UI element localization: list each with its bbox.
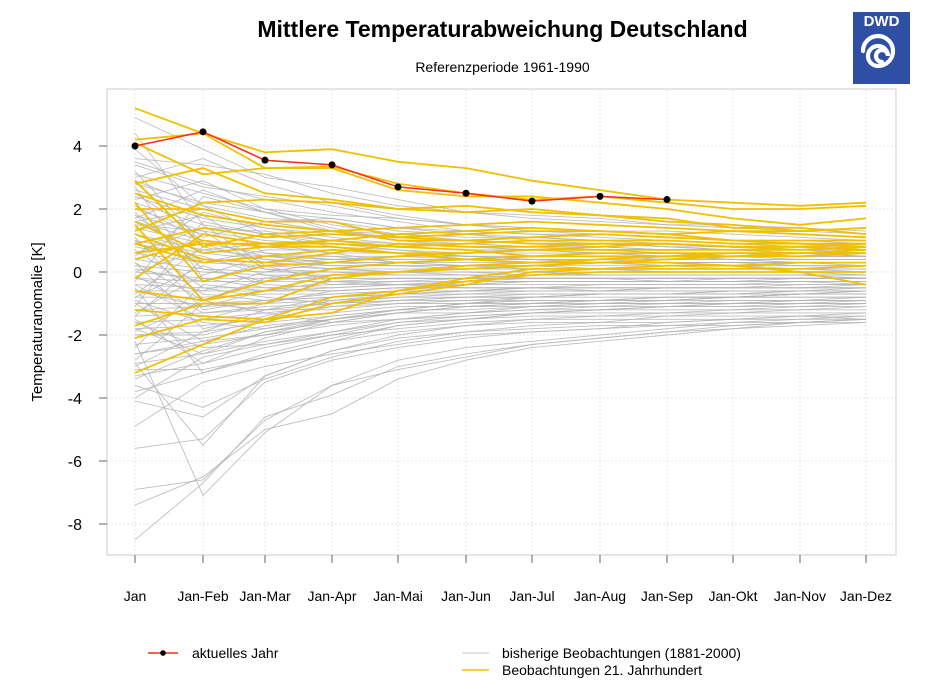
current-year-point bbox=[328, 161, 336, 169]
dwd-logo-text: DWD bbox=[863, 13, 900, 30]
historic-line bbox=[134, 321, 867, 506]
historic-line bbox=[134, 303, 867, 446]
century21-line bbox=[134, 252, 866, 302]
current-year-point bbox=[596, 192, 604, 200]
legend-current-marker bbox=[160, 650, 166, 656]
current-year-point bbox=[663, 196, 671, 204]
historic-line bbox=[134, 284, 866, 367]
dwd-logo: DWD bbox=[853, 12, 910, 84]
x-tick-label: Jan-Mai bbox=[373, 588, 423, 604]
current-year-point bbox=[131, 142, 139, 150]
historic-line bbox=[134, 315, 867, 497]
legend-current-label: aktuelles Jahr bbox=[192, 645, 279, 661]
historic-line bbox=[134, 205, 866, 264]
x-tick-label: Jan-Sep bbox=[641, 588, 693, 604]
historic-line bbox=[134, 262, 866, 323]
century21-line bbox=[134, 198, 867, 236]
current-year-point bbox=[261, 156, 269, 164]
x-tick-label: Jan bbox=[124, 588, 147, 604]
x-tick-label: Jan-Jul bbox=[509, 588, 554, 604]
historic-line bbox=[134, 284, 866, 289]
century21-line bbox=[134, 167, 867, 233]
century21-line bbox=[135, 208, 867, 239]
historic-line bbox=[135, 290, 867, 304]
y-tick-label: -4 bbox=[68, 391, 82, 408]
current-year-point bbox=[462, 189, 470, 197]
legend-century21-label: Beobachtungen 21. Jahrhundert bbox=[502, 662, 702, 678]
historic-line bbox=[134, 290, 866, 361]
historic-line bbox=[134, 280, 866, 320]
historic-line bbox=[134, 321, 866, 418]
century21-line bbox=[134, 261, 866, 321]
x-tick-label: Jan-Okt bbox=[708, 588, 757, 604]
historic-series-group bbox=[134, 117, 867, 541]
chart-title: Mittlere Temperaturabweichung Deutschlan… bbox=[257, 16, 748, 42]
historic-line bbox=[134, 243, 866, 286]
historic-line bbox=[134, 296, 867, 355]
historic-line bbox=[134, 287, 867, 374]
century21-line bbox=[134, 220, 866, 255]
y-tick-label: -6 bbox=[68, 454, 82, 471]
swirl-icon bbox=[860, 33, 896, 69]
historic-line bbox=[134, 318, 866, 393]
historic-line bbox=[134, 299, 866, 349]
legend: aktuelles Jahr bisherige Beobachtungen (… bbox=[148, 645, 741, 678]
century21-line bbox=[134, 271, 866, 374]
century21-series-group bbox=[134, 107, 867, 374]
axes: Jan Jan-Feb Jan-Mar Jan-Apr Jan-Mai Jan-Jun Ja… bbox=[68, 139, 892, 604]
historic-line bbox=[134, 318, 867, 490]
y-tick-label: 0 bbox=[73, 265, 82, 282]
historic-line bbox=[134, 318, 867, 541]
plot-frame bbox=[106, 88, 897, 556]
current-year-point bbox=[199, 128, 207, 136]
y-tick-label: -8 bbox=[68, 517, 82, 534]
legend-historic-label: bisherige Beobachtungen (1881-2000) bbox=[502, 645, 741, 661]
y-tick-label: 4 bbox=[73, 139, 82, 156]
century21-line bbox=[134, 202, 867, 283]
x-tick-label: Jan-Apr bbox=[307, 588, 356, 604]
current-year-point bbox=[394, 183, 402, 191]
x-tick-label: Jan-Jun bbox=[441, 588, 491, 604]
chart-subtitle: Referenzperiode 1961-1990 bbox=[415, 59, 590, 75]
historic-line bbox=[134, 240, 867, 304]
historic-line bbox=[134, 214, 866, 264]
century21-line bbox=[134, 239, 867, 286]
x-tick-label: Jan-Feb bbox=[177, 588, 229, 604]
historic-line bbox=[134, 312, 867, 449]
current-year-point bbox=[528, 197, 536, 205]
x-tick-label: Jan-Mar bbox=[239, 588, 291, 604]
historic-line bbox=[134, 265, 866, 298]
y-axis-label: Temperaturanomalie [K] bbox=[29, 242, 46, 401]
y-tick-label: -2 bbox=[68, 328, 82, 345]
historic-line bbox=[134, 315, 866, 364]
y-tick-label: 2 bbox=[73, 202, 82, 219]
x-tick-label: Jan-Aug bbox=[574, 588, 626, 604]
historic-line bbox=[134, 287, 867, 342]
century21-line bbox=[134, 107, 867, 207]
current-year-group bbox=[131, 128, 671, 205]
century21-line bbox=[134, 142, 867, 226]
century21-line bbox=[134, 252, 867, 327]
x-tick-label: Jan-Nov bbox=[774, 588, 826, 604]
x-tick-label: Jan-Dez bbox=[840, 588, 892, 604]
historic-line bbox=[134, 306, 867, 408]
